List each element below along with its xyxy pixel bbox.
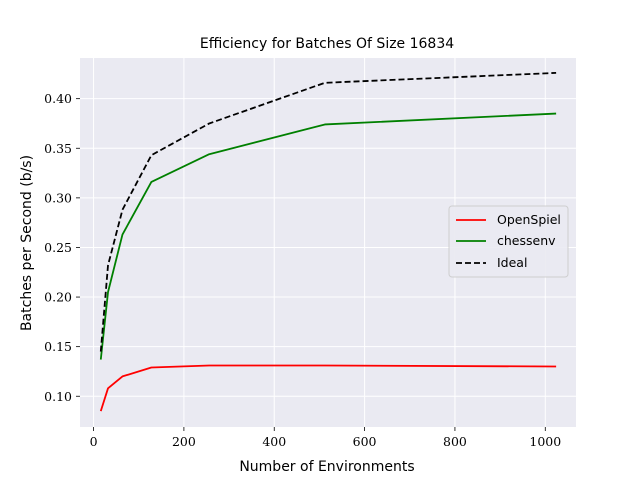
legend-label-openspiel: OpenSpiel xyxy=(497,212,561,227)
y-tick-label: 0.10 xyxy=(44,389,72,404)
legend: OpenSpiel chessenv Ideal xyxy=(448,205,569,278)
legend-box xyxy=(448,205,569,278)
x-axis-label: Number of Environments xyxy=(239,459,414,475)
x-axis-ticks: 0 200 400 600 800 1000 xyxy=(90,427,561,449)
x-tick-label: 0 xyxy=(90,434,98,449)
x-tick-label: 1000 xyxy=(529,434,561,449)
y-axis-ticks: 0.10 0.15 0.20 0.25 0.30 0.35 0.40 xyxy=(44,91,80,404)
legend-label-chessenv: chessenv xyxy=(497,233,556,248)
series-line-openspiel xyxy=(99,364,557,412)
y-axis-label: Batches per Second (b/s) xyxy=(19,155,35,331)
x-tick-label: 600 xyxy=(353,434,377,449)
y-tick-label: 0.35 xyxy=(44,141,72,156)
y-tick-label: 0.30 xyxy=(44,190,72,205)
legend-label-ideal: Ideal xyxy=(497,255,527,270)
x-tick-label: 200 xyxy=(172,434,196,449)
series-line-ideal xyxy=(99,71,557,352)
y-tick-label: 0.20 xyxy=(44,290,72,305)
series-lines xyxy=(99,71,557,412)
x-tick-label: 400 xyxy=(262,434,286,449)
y-tick-label: 0.15 xyxy=(44,339,72,354)
series-line-chessenv xyxy=(99,112,557,360)
y-tick-label: 0.25 xyxy=(44,240,72,255)
x-tick-label: 800 xyxy=(443,434,467,449)
chart-title: Efficiency for Batches Of Size 16834 xyxy=(200,36,454,52)
y-tick-label: 0.40 xyxy=(44,91,72,106)
